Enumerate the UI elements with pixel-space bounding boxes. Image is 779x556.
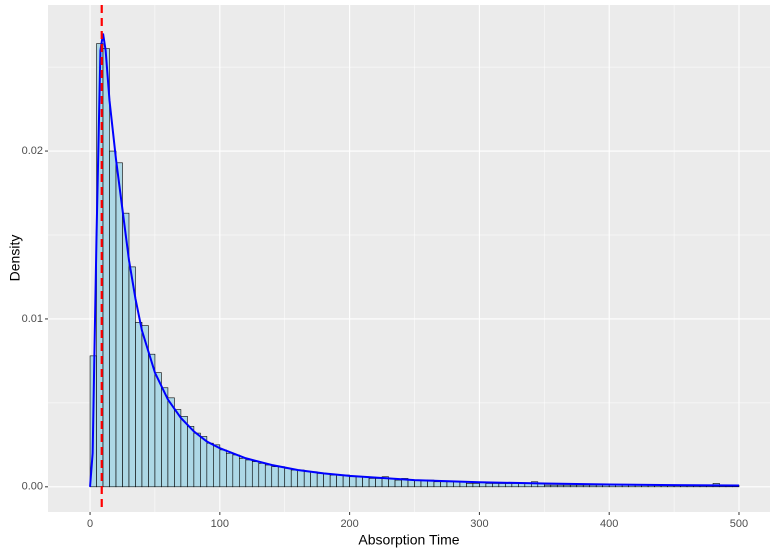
bar [180, 416, 188, 488]
bar [375, 478, 383, 488]
bar [336, 474, 344, 488]
bar [368, 478, 376, 488]
bar [472, 483, 480, 488]
bar [193, 432, 201, 488]
bar [161, 387, 169, 488]
bar [485, 483, 493, 488]
bar [148, 353, 156, 488]
bar [595, 484, 604, 488]
bar [258, 463, 266, 488]
bar [264, 464, 273, 488]
bar [576, 484, 584, 488]
y-tick-label: 0.02 [22, 145, 43, 157]
bar [362, 476, 370, 488]
bar [206, 442, 214, 488]
bar [349, 476, 357, 488]
x-tick-label: 400 [600, 518, 618, 530]
bar [239, 457, 247, 488]
bar [342, 474, 350, 488]
bar [440, 481, 448, 488]
y-tick-label: 0.01 [22, 313, 43, 325]
bar [245, 459, 253, 488]
bar [187, 426, 195, 488]
bar [213, 444, 221, 488]
x-tick-label: 500 [730, 518, 748, 530]
bar [505, 483, 513, 488]
bar [582, 484, 591, 488]
bar [167, 397, 175, 488]
bar [323, 473, 331, 488]
bar [128, 266, 136, 488]
bar [433, 481, 441, 488]
bar [556, 484, 565, 488]
bar [251, 461, 260, 488]
bar [466, 483, 474, 488]
bar [232, 454, 240, 488]
bar [544, 484, 552, 488]
bar [563, 484, 571, 488]
bar [303, 471, 311, 488]
bar [135, 321, 143, 488]
y-axis-title: Density [7, 235, 23, 282]
bar [589, 484, 597, 488]
bar [498, 483, 506, 488]
bar [284, 468, 292, 488]
bar [154, 372, 162, 488]
bar [569, 484, 578, 488]
bar [271, 466, 279, 488]
density-line [89, 33, 739, 487]
bar [394, 479, 402, 488]
bar [102, 48, 110, 488]
bar [446, 481, 454, 488]
x-tick-label: 300 [470, 518, 488, 530]
bar [219, 449, 227, 488]
bar [492, 483, 500, 488]
x-tick-label: 0 [87, 518, 93, 530]
x-tick-label: 200 [340, 518, 358, 530]
bar [200, 436, 208, 488]
bar [226, 452, 234, 488]
bar [329, 474, 337, 488]
y-tick-label: 0.00 [22, 481, 43, 493]
bar [174, 409, 182, 488]
x-axis-title: Absorption Time [358, 532, 459, 548]
bar [115, 162, 123, 488]
bar [290, 469, 299, 488]
bar [355, 476, 363, 488]
bar [297, 469, 305, 488]
bar [407, 479, 415, 488]
x-tick-label: 100 [211, 518, 229, 530]
bar [316, 473, 324, 488]
bar [277, 466, 286, 488]
bar [310, 471, 318, 488]
bar [550, 484, 558, 488]
bar [109, 150, 117, 488]
